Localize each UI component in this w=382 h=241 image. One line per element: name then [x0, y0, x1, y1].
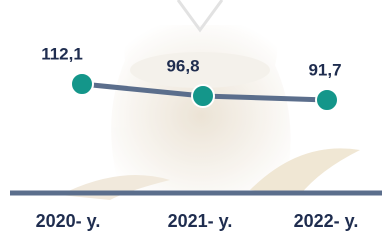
- data-label: 91,7: [308, 60, 341, 79]
- data-label: 112,1: [41, 44, 83, 63]
- chart: 2020- y. 2021- y. 2022- y. 112,1 96,8 91,7: [0, 0, 382, 241]
- x-tick-label: 2021- y.: [168, 211, 233, 231]
- x-tick-label: 2020- y.: [36, 211, 101, 231]
- data-point: [316, 89, 338, 111]
- data-point: [71, 73, 93, 95]
- data-label: 96,8: [166, 56, 199, 75]
- data-point: [192, 85, 214, 107]
- x-tick-label: 2022- y.: [294, 211, 359, 231]
